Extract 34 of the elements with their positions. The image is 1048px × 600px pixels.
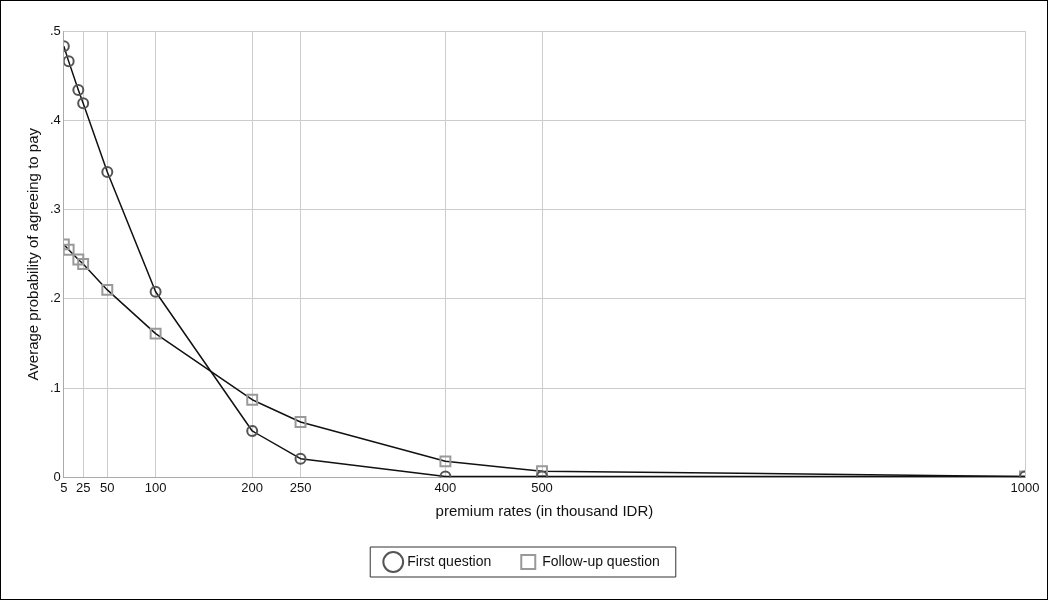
y-axis-title: Average probability of agreeing to pay <box>24 127 42 381</box>
point <box>149 327 162 340</box>
point <box>77 97 90 110</box>
y-tick-label: 0 <box>53 468 61 484</box>
x-tick-label: 50 <box>100 479 115 495</box>
point <box>72 83 85 96</box>
y-tick-label: .5 <box>50 22 61 38</box>
point <box>77 258 90 270</box>
y-tick-label: .2 <box>50 290 61 306</box>
point <box>63 55 75 68</box>
point <box>101 283 114 296</box>
y-tick-label: .1 <box>50 379 61 395</box>
x-tick-label: 200 <box>241 479 264 495</box>
legend-label: First question <box>407 552 492 569</box>
x-tick-label: 1000 <box>1010 479 1040 495</box>
legend-label: Follow-up question <box>542 552 660 569</box>
point <box>246 424 259 437</box>
x-tick-label: 400 <box>434 479 457 495</box>
point <box>101 166 114 179</box>
x-tick-label: 100 <box>144 479 167 495</box>
point <box>149 285 162 298</box>
x-axis-title: premium rates (in thousand IDR) <box>435 502 654 520</box>
point <box>63 243 75 256</box>
point <box>439 455 452 468</box>
x-tick-label: 5 <box>60 479 68 495</box>
x-tick-label: 25 <box>75 479 91 495</box>
point <box>246 393 259 406</box>
point <box>294 416 307 428</box>
y-tick-label: .4 <box>50 111 61 127</box>
y-tick-label: .3 <box>50 201 61 217</box>
point <box>294 452 307 465</box>
point <box>72 253 85 266</box>
x-tick-label: 500 <box>531 479 553 495</box>
x-tick-label: 250 <box>289 479 312 495</box>
